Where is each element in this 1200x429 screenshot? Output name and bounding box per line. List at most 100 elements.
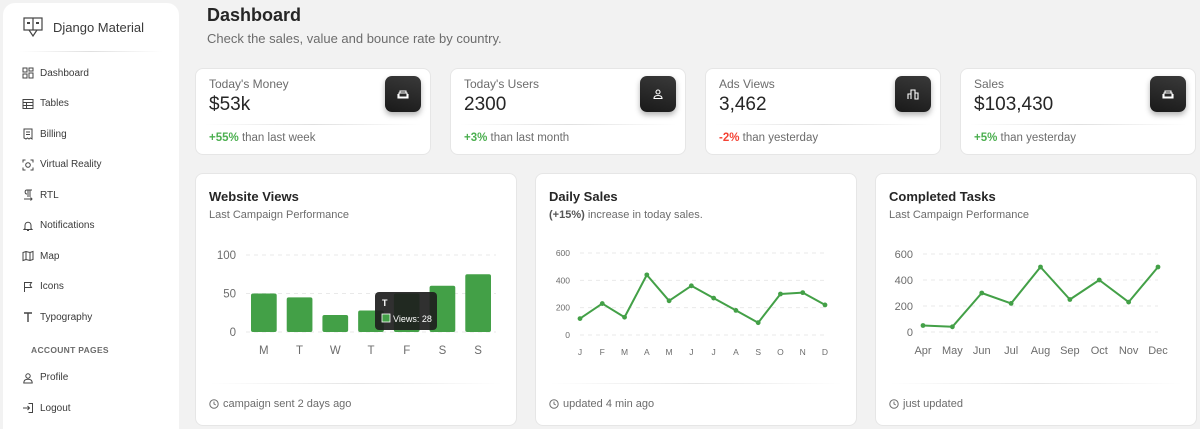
sidebar-item-rtl[interactable]: RTL — [3, 180, 179, 211]
data-point — [979, 290, 985, 296]
sidebar-item-label: Map — [40, 250, 60, 262]
x-tick-label: Oct — [1091, 345, 1108, 357]
series-line — [922, 266, 1159, 328]
sidebar-item-label: Tables — [40, 98, 69, 110]
sidebar-item-notifications[interactable]: Notifications — [3, 211, 179, 242]
x-tick-label: M — [621, 347, 628, 357]
data-point — [622, 314, 627, 320]
x-tick-label: May — [942, 345, 963, 357]
weekend-icon — [1150, 76, 1186, 112]
brand-logo-icon — [23, 17, 43, 38]
sidebar: Django Material Dashboard Tables Billing… — [3, 3, 179, 429]
stat-footer: +3% than last month — [464, 132, 569, 144]
x-tick-label: O — [777, 347, 784, 357]
x-tick-label: A — [733, 347, 739, 357]
sidebar-item-label: Profile — [40, 372, 69, 384]
stat-divider — [969, 124, 1187, 125]
person-icon — [22, 372, 34, 384]
chart-footer-text: updated 4 min ago — [563, 398, 655, 410]
map-icon — [22, 250, 34, 262]
x-tick-label: T — [367, 345, 374, 357]
stat-value: 3,462 — [719, 94, 767, 115]
chart-footer: updated 4 min ago — [549, 398, 654, 410]
sidebar-item-label: Notifications — [40, 220, 95, 232]
sidebar-item-dashboard[interactable]: Dashboard — [3, 58, 179, 89]
chart-footer: just updated — [889, 398, 963, 410]
bar — [286, 297, 313, 332]
y-tick-label: 200 — [895, 301, 913, 313]
tooltip-swatch — [381, 313, 391, 323]
account-nav: Profile Logout — [3, 363, 179, 424]
leaderboard-icon — [895, 76, 931, 112]
sidebar-item-icons[interactable]: Icons — [3, 272, 179, 303]
x-tick-label: W — [330, 345, 341, 357]
bell-icon — [22, 220, 34, 232]
bar — [465, 274, 491, 332]
sidebar-item-tables[interactable]: Tables — [3, 89, 179, 120]
data-point — [644, 272, 650, 278]
text-icon — [22, 311, 34, 323]
chart-footer-text: just updated — [903, 398, 963, 410]
chart-tooltip: T Views: 28 — [375, 292, 437, 330]
chart-title: Website Views — [209, 189, 299, 204]
x-tick-label: J — [578, 347, 582, 357]
chart-footer: campaign sent 2 days ago — [209, 398, 351, 410]
data-point — [1067, 297, 1073, 302]
stat-change: +3% — [464, 132, 488, 144]
sidebar-item-label: Typography — [40, 311, 93, 323]
clock-icon — [209, 399, 219, 409]
sidebar-item-map[interactable]: Map — [3, 241, 179, 272]
x-tick-label: M — [666, 347, 673, 357]
clock-icon — [549, 399, 559, 409]
stat-value: 2300 — [464, 94, 507, 115]
x-tick-label: S — [474, 345, 482, 357]
x-tick-label: Apr — [914, 345, 931, 357]
x-tick-label: F — [600, 347, 605, 357]
chart-subtitle: Last Campaign Performance — [889, 209, 1030, 221]
y-tick-label: 600 — [895, 249, 913, 261]
stat-change-suffix: than last month — [490, 132, 570, 144]
stat-change-suffix: than yesterday — [1000, 132, 1076, 144]
sidebar-item-typography[interactable]: Typography — [3, 302, 179, 333]
data-point — [755, 320, 761, 326]
website-views-chart: 0 50 100 M T W T F S S T Views: 28 — [217, 250, 496, 357]
sidebar-item-billing[interactable]: Billing — [3, 119, 179, 150]
data-point — [949, 324, 955, 330]
bar — [322, 315, 349, 332]
stat-card-todays-users: Today's Users 2300 +3% than last month — [450, 68, 686, 155]
sidebar-item-logout[interactable]: Logout — [3, 393, 179, 424]
data-point — [1126, 299, 1132, 305]
chart-subtitle-text: increase in today sales. — [587, 209, 703, 221]
x-tick-label: Nov — [1119, 345, 1139, 357]
brand-name: Django Material — [53, 19, 145, 35]
daily-sales-chart: 0 200 400 600 J F M A M J J A S O N D — [556, 248, 828, 357]
sidebar-item-virtual-reality[interactable]: Virtual Reality — [3, 150, 179, 181]
x-tick-label: Dec — [1148, 345, 1168, 357]
x-tick-label: A — [644, 347, 650, 357]
x-tick-label: J — [712, 347, 716, 357]
chart-card-website-views: Website Views Last Campaign Performance … — [195, 173, 517, 426]
y-tick-label: 0 — [907, 327, 913, 339]
x-tick-label: J — [689, 347, 693, 357]
y-tick-label: 200 — [556, 303, 570, 313]
x-tick-label: S — [755, 347, 761, 357]
y-tick-label: 400 — [895, 275, 913, 287]
x-tick-label: Aug — [1031, 345, 1051, 357]
stat-change-suffix: than last week — [241, 132, 316, 144]
data-point — [800, 290, 806, 296]
x-tick-label: F — [403, 345, 410, 357]
sidebar-item-label: Dashboard — [40, 67, 89, 79]
table-icon — [22, 98, 34, 110]
receipt-icon — [22, 128, 34, 141]
stat-footer: +55% than last week — [209, 132, 315, 144]
sidebar-item-label: Logout — [40, 402, 71, 414]
sidebar-nav: Dashboard Tables Billing Virtual Reality… — [3, 52, 179, 333]
chart-card-completed-tasks: Completed Tasks Last Campaign Performanc… — [875, 173, 1197, 426]
chart-title: Completed Tasks — [889, 189, 996, 204]
chart-title: Daily Sales — [549, 189, 618, 204]
brand[interactable]: Django Material — [3, 3, 179, 51]
stat-divider — [714, 124, 932, 125]
x-tick-label: Jun — [973, 345, 991, 357]
sidebar-item-profile[interactable]: Profile — [3, 363, 179, 394]
stat-divider — [204, 124, 422, 125]
